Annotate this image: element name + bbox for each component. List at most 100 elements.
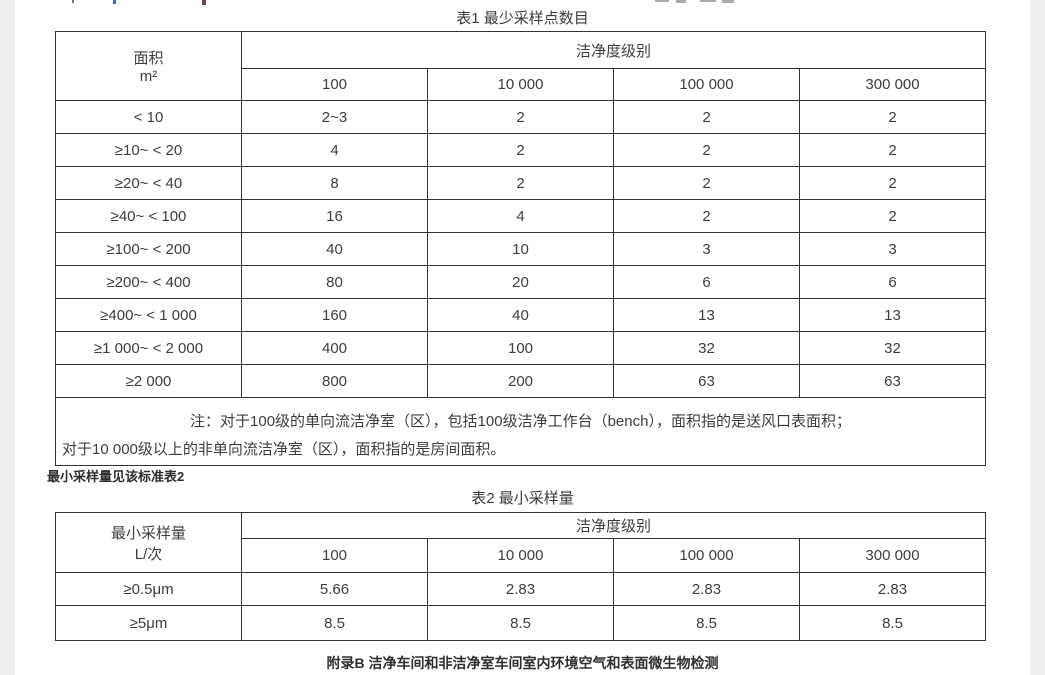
value-cell: 4 bbox=[427, 199, 614, 233]
value-cell: 2.83 bbox=[427, 572, 614, 606]
clipped-text-artifact bbox=[722, 0, 734, 3]
value-cell: 40 bbox=[427, 298, 614, 332]
table2-corner-line2: L/次 bbox=[134, 545, 163, 563]
value-cell: 63 bbox=[798, 364, 987, 398]
value-cell: 6 bbox=[613, 265, 800, 299]
table2-corner-line1: 最小采样量 bbox=[110, 524, 186, 542]
value-cell: 2 bbox=[613, 199, 800, 233]
area-cell: ≥20~ < 40 bbox=[55, 166, 242, 200]
table-row: ≥0.5μm 5.66 2.83 2.83 2.83 bbox=[55, 572, 987, 606]
value-cell: 8.5 bbox=[241, 605, 428, 641]
value-cell: 6 bbox=[798, 265, 987, 299]
table2-group-header: 洁净度级别 bbox=[240, 512, 987, 539]
value-cell: 3 bbox=[613, 232, 800, 266]
area-cell: ≥100~ < 200 bbox=[55, 232, 242, 266]
value-cell: 800 bbox=[241, 364, 428, 398]
particle-size-cell: ≥0.5μm bbox=[55, 572, 242, 606]
table-row: ≥1 000~ < 2 000 400 100 32 32 bbox=[55, 331, 987, 365]
table2-level-header: 10 000 bbox=[427, 538, 614, 573]
value-cell: 200 bbox=[427, 364, 614, 398]
area-cell: ≥10~ < 20 bbox=[55, 133, 242, 167]
area-cell: ≥2 000 bbox=[55, 364, 242, 398]
value-cell: 2 bbox=[798, 166, 987, 200]
value-cell: 2 bbox=[613, 166, 800, 200]
table1-note-line2: 对于10 000级以上的非单向流洁净室（区），面积指的是房间面积。 bbox=[62, 440, 506, 458]
appendix-b-heading: 附录B 洁净车间和非洁净室车间室内环境空气和表面微生物检测 bbox=[326, 655, 719, 671]
table1-header-row-1: 面积 m² 洁净度级别 bbox=[55, 31, 987, 101]
table1-level-header: 10 000 bbox=[427, 68, 614, 101]
table1-level-header: 100 000 bbox=[613, 68, 800, 101]
table2-level-header: 300 000 bbox=[798, 538, 987, 573]
clipped-text-artifact bbox=[676, 0, 686, 3]
value-cell: 8.5 bbox=[427, 605, 614, 641]
table2-header-row-2: 100 10 000 100 000 300 000 bbox=[56, 538, 987, 573]
value-cell: 2 bbox=[798, 199, 987, 233]
value-cell: 16 bbox=[241, 199, 428, 233]
table1-title: 表1 最少采样点数目 bbox=[456, 10, 589, 27]
clipped-text-artifact bbox=[72, 0, 74, 3]
between-tables-text: 最小采样量见该标准表2 bbox=[47, 469, 185, 484]
area-cell: ≥400~ < 1 000 bbox=[55, 298, 242, 332]
table1-note-line1: 注：对于100级的单向流洁净室（区），包括100级洁净工作台（bench），面积… bbox=[190, 412, 851, 430]
particle-size-cell: ≥5μm bbox=[55, 605, 242, 641]
value-cell: 2 bbox=[427, 166, 614, 200]
area-cell: ≥1 000~ < 2 000 bbox=[55, 331, 242, 365]
table-row: ≥200~ < 400 80 20 6 6 bbox=[55, 265, 987, 299]
table-row: ≥5μm 8.5 8.5 8.5 8.5 bbox=[55, 605, 987, 641]
value-cell: 20 bbox=[427, 265, 614, 299]
value-cell: 400 bbox=[241, 331, 428, 365]
page-left-margin-strip bbox=[0, 0, 15, 675]
value-cell: 8 bbox=[241, 166, 428, 200]
clipped-text-artifact bbox=[700, 0, 716, 2]
table2-level-header: 100 bbox=[241, 538, 428, 573]
clipped-text-artifact bbox=[655, 0, 669, 2]
value-cell: 13 bbox=[613, 298, 800, 332]
table2-header-row-1: 最小采样量 L/次 洁净度级别 bbox=[55, 512, 987, 573]
value-cell: 160 bbox=[241, 298, 428, 332]
table1-level-header: 100 bbox=[241, 68, 428, 101]
table1-group-header: 洁净度级别 bbox=[240, 31, 987, 69]
value-cell: 2 bbox=[613, 133, 800, 167]
clipped-text-artifact bbox=[202, 0, 206, 5]
page-right-margin-strip bbox=[1030, 0, 1045, 675]
value-cell: 2 bbox=[427, 100, 614, 134]
value-cell: 2 bbox=[798, 133, 987, 167]
table1-corner-line2: m² bbox=[139, 68, 158, 85]
value-cell: 2 bbox=[798, 100, 987, 134]
value-cell: 10 bbox=[427, 232, 614, 266]
clipped-text-artifact bbox=[113, 0, 116, 4]
value-cell: 2~3 bbox=[241, 100, 428, 134]
value-cell: 32 bbox=[798, 331, 987, 365]
value-cell: 32 bbox=[613, 331, 800, 365]
value-cell: 2.83 bbox=[798, 572, 987, 606]
table1-corner-header: 面积 m² bbox=[55, 31, 242, 101]
table1-level-header: 300 000 bbox=[798, 68, 987, 101]
value-cell: 2.83 bbox=[613, 572, 800, 606]
table2-min-sampling-volume: 最小采样量 L/次 洁净度级别 100 10 000 100 000 300 0… bbox=[55, 512, 987, 641]
area-cell: ≥40~ < 100 bbox=[55, 199, 242, 233]
value-cell: 3 bbox=[798, 232, 987, 266]
value-cell: 8.5 bbox=[798, 605, 987, 641]
table1-header-row-2: 100 10 000 100 000 300 000 bbox=[56, 68, 987, 101]
table-row: ≥10~ < 20 4 2 2 2 bbox=[55, 133, 987, 167]
table-row: < 10 2~3 2 2 2 bbox=[55, 100, 987, 134]
value-cell: 13 bbox=[798, 298, 987, 332]
value-cell: 40 bbox=[241, 232, 428, 266]
table1-note-cell: 注：对于100级的单向流洁净室（区），包括100级洁净工作台（bench），面积… bbox=[54, 397, 987, 466]
table-row: ≥400~ < 1 000 160 40 13 13 bbox=[55, 298, 987, 332]
value-cell: 8.5 bbox=[613, 605, 800, 641]
value-cell: 5.66 bbox=[241, 572, 428, 606]
value-cell: 4 bbox=[241, 133, 428, 167]
table2-corner-header: 最小采样量 L/次 bbox=[55, 512, 242, 573]
value-cell: 80 bbox=[241, 265, 428, 299]
area-cell: ≥200~ < 400 bbox=[55, 265, 242, 299]
table1-min-sampling-points: 面积 m² 洁净度级别 100 10 000 100 000 300 000 <… bbox=[54, 31, 987, 466]
area-cell: < 10 bbox=[55, 100, 242, 134]
table-row: ≥100~ < 200 40 10 3 3 bbox=[55, 232, 987, 266]
value-cell: 100 bbox=[427, 331, 614, 365]
table-row: ≥2 000 800 200 63 63 bbox=[55, 364, 987, 398]
value-cell: 2 bbox=[613, 100, 800, 134]
table2-level-header: 100 000 bbox=[613, 538, 800, 573]
table-row: ≥40~ < 100 16 4 2 2 bbox=[55, 199, 987, 233]
